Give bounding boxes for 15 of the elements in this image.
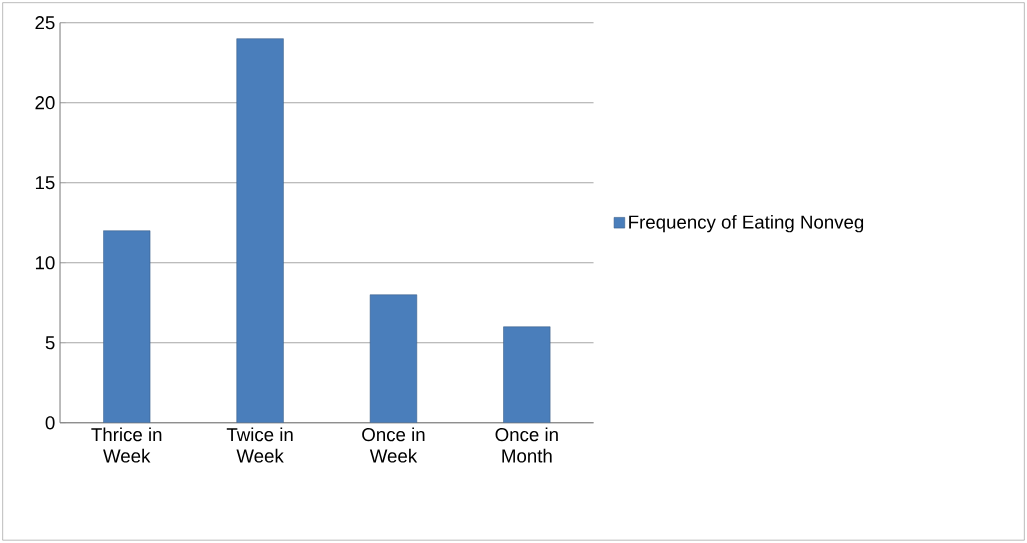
y-tick-label: 0: [45, 416, 55, 430]
x-tick-label: Once in Month: [495, 427, 558, 463]
y-tick-label: 20: [35, 96, 55, 110]
bar: [103, 230, 151, 423]
x-tick-label: Once in Week: [362, 427, 425, 463]
bar: [503, 326, 551, 423]
bar: [236, 38, 284, 423]
legend-label: Frequency of Eating Nonveg: [629, 215, 864, 233]
y-tick-label: 15: [35, 176, 55, 190]
x-tick-label: Twice in Week: [226, 427, 293, 463]
y-tick-label: 25: [35, 16, 55, 30]
x-tick-label: Thrice in Week: [91, 427, 162, 463]
bar: [369, 294, 418, 423]
y-tick-label: 10: [35, 256, 55, 270]
y-tick-label: 5: [45, 336, 55, 350]
